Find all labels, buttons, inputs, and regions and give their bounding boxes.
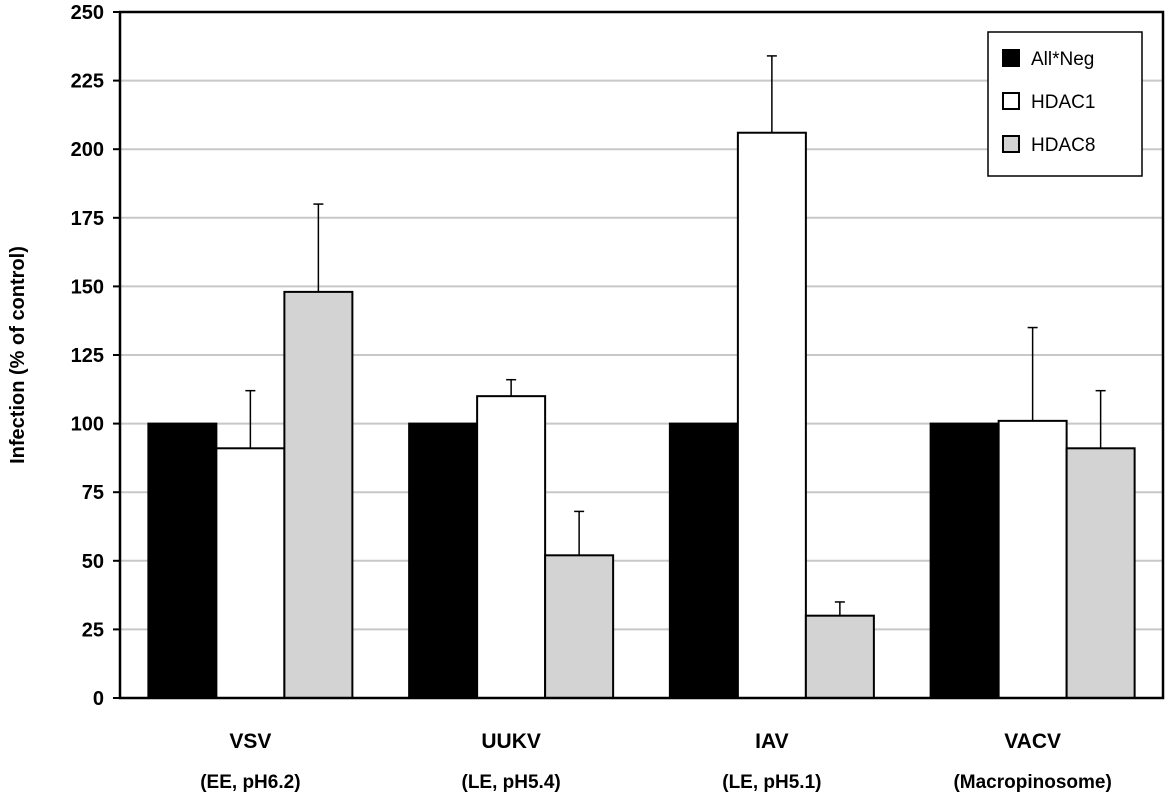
legend-label: All*Neg xyxy=(1031,49,1094,70)
y-axis-ticks: 0 25 50 75 100 125 150 175 200 225 250 xyxy=(71,2,120,710)
x-axis-labels: VSV (EE, pH6.2) UUKV (LE, pH5.4) IAV (LE, pH5… xyxy=(200,730,1112,793)
bar-all-neg-iav xyxy=(668,422,739,699)
y-tick-label: 0 xyxy=(93,688,104,710)
y-tick-label: 75 xyxy=(82,482,104,504)
bar-hdac8-vacv xyxy=(1065,447,1136,699)
bar-all-neg-vacv xyxy=(929,422,1000,699)
legend-swatch xyxy=(1002,49,1020,67)
y-tick-label: 125 xyxy=(71,345,104,367)
bar-hdac1-vacv xyxy=(997,419,1068,699)
x-category-label: IAV xyxy=(755,730,788,753)
legend-label: HDAC8 xyxy=(1031,135,1095,156)
x-subcategory-label: (LE, pH5.4) xyxy=(462,772,561,793)
x-subcategory-label: (LE, pH5.1) xyxy=(722,772,821,793)
legend-swatch xyxy=(1002,135,1020,153)
y-tick-label: 200 xyxy=(71,139,104,161)
legend: All*Neg HDAC1 HDAC8 xyxy=(987,31,1143,177)
error-bars xyxy=(245,55,1106,616)
bars xyxy=(147,131,1136,700)
x-category-label: UUKV xyxy=(481,730,541,753)
bar-hdac1-uukv xyxy=(476,395,547,699)
legend-label: HDAC1 xyxy=(1031,92,1095,113)
y-tick-label: 150 xyxy=(71,276,104,298)
bar-hdac8-vsv xyxy=(283,290,354,699)
y-tick-label: 25 xyxy=(82,619,104,641)
bar-hdac8-uukv xyxy=(544,554,615,700)
x-category-label: VSV xyxy=(229,730,271,753)
y-tick-label: 100 xyxy=(71,414,104,436)
bar-hdac1-iav xyxy=(736,131,807,699)
y-tick-label: 50 xyxy=(82,551,104,573)
x-subcategory-label: (Macropinosome) xyxy=(953,772,1111,793)
legend-swatch xyxy=(1002,92,1020,110)
bar-all-neg-uukv xyxy=(408,422,479,699)
y-tick-label: 250 xyxy=(71,2,104,24)
bar-hdac8-iav xyxy=(804,614,875,699)
y-tick-label: 175 xyxy=(71,208,104,230)
bar-all-neg-vsv xyxy=(147,422,218,699)
x-subcategory-label: (EE, pH6.2) xyxy=(200,772,300,793)
bar-hdac1-vsv xyxy=(215,447,286,699)
y-tick-label: 225 xyxy=(71,71,104,93)
y-axis-title: Infection (% of control) xyxy=(7,246,29,464)
x-category-label: VACV xyxy=(1004,730,1061,753)
